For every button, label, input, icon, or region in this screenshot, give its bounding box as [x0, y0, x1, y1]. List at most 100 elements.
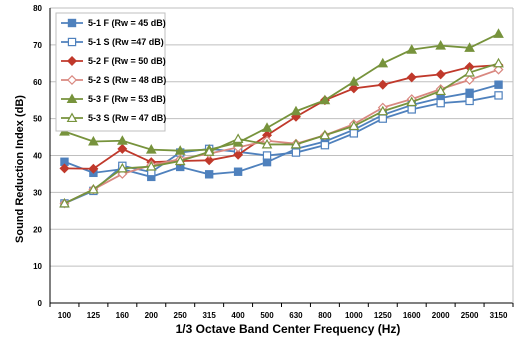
y-tick-label: 50 — [33, 115, 42, 124]
legend-item: 5-2 S (Rw = 48 dB) — [61, 75, 166, 85]
marker-triangle — [493, 28, 504, 38]
legend-item: 5-2 F (Rw = 50 dB) — [61, 56, 166, 66]
marker-diamond — [117, 143, 128, 154]
legend-label: 5-2 F (Rw = 50 dB) — [88, 56, 166, 66]
marker-triangle — [88, 183, 99, 194]
marker-triangle — [493, 57, 504, 68]
series-group — [59, 28, 504, 209]
marker-triangle — [261, 138, 273, 149]
marker-triangle — [319, 94, 331, 105]
marker-diamond — [233, 149, 244, 160]
marker-triangle — [174, 145, 186, 155]
legend-label: 5-3 F (Rw = 53 dB) — [88, 94, 166, 104]
marker-square — [204, 170, 214, 179]
series-line — [64, 62, 499, 205]
x-tick-label: 1000 — [345, 311, 363, 320]
y-tick-label: 70 — [33, 41, 42, 50]
x-axis-title: 1/3 Octave Band Center Frequency (Hz) — [176, 322, 401, 336]
x-tick-label: 3150 — [490, 311, 508, 320]
marker-square — [436, 98, 445, 108]
series-6 — [59, 57, 504, 208]
series-line — [64, 33, 499, 152]
series-line — [64, 83, 499, 178]
legend-label: 5-1 S (Rw =47 dB) — [88, 37, 164, 47]
marker-triangle — [145, 144, 157, 154]
marker-square — [233, 167, 243, 176]
marker-diamond — [59, 163, 70, 174]
y-tick-label: 20 — [33, 225, 42, 234]
marker-square — [67, 37, 77, 47]
marker-triangle — [290, 105, 302, 116]
marker-diamond — [464, 74, 475, 85]
x-tick-label: 2500 — [461, 311, 479, 320]
marker-triangle — [290, 138, 302, 149]
marker-diamond — [67, 75, 77, 85]
legend-box — [55, 12, 166, 132]
marker-triangle — [435, 85, 446, 96]
x-tick-label: 250 — [174, 311, 188, 320]
x-tick-label: 125 — [87, 311, 101, 320]
y-tick-label: 80 — [33, 4, 42, 13]
x-tick-label: 800 — [318, 311, 332, 320]
x-tick-label: 1600 — [403, 311, 421, 320]
marker-square — [465, 88, 474, 98]
marker-triangle — [232, 133, 244, 143]
marker-diamond — [377, 79, 388, 90]
marker-triangle — [59, 197, 70, 208]
legend-item: 5-3 F (Rw = 53 dB) — [61, 93, 166, 104]
marker-triangle — [66, 93, 78, 104]
legend-label: 5-3 S (Rw = 47 dB) — [88, 113, 166, 123]
marker-triangle — [377, 57, 389, 68]
marker-triangle — [406, 44, 418, 54]
marker-diamond — [435, 69, 446, 80]
marker-square — [465, 96, 474, 106]
marker-triangle — [406, 96, 418, 107]
legend-item: 5-1 F (Rw = 45 dB) — [61, 18, 166, 28]
axes — [49, 8, 514, 307]
y-axis-title: Sound Reduction Index (dB) — [14, 95, 26, 243]
marker-triangle — [464, 42, 475, 52]
marker-square — [291, 148, 301, 157]
x-tick-label: 400 — [231, 311, 245, 320]
marker-triangle — [377, 105, 389, 116]
marker-triangle — [348, 120, 360, 131]
marker-square — [494, 91, 503, 100]
y-tick-label: 40 — [33, 152, 42, 161]
legend-label: 5-2 S (Rw = 48 dB) — [88, 75, 166, 85]
marker-triangle — [88, 135, 99, 146]
legend-item: 5-3 S (Rw = 47 dB) — [61, 112, 166, 123]
marker-square — [494, 80, 503, 89]
y-tick-label: 30 — [33, 188, 42, 197]
tick-labels: 0 10 20 30 40 50 60 70 80 100 125 160 200 250 315 400 50… — [33, 4, 508, 320]
marker-square — [262, 151, 272, 160]
marker-triangle — [117, 162, 128, 173]
marker-triangle — [435, 40, 446, 50]
marker-triangle — [203, 146, 215, 156]
marker-triangle — [348, 76, 360, 86]
x-tick-label: 2000 — [432, 311, 450, 320]
marker-diamond — [493, 64, 504, 75]
marker-square — [349, 129, 359, 138]
x-tick-label: 1250 — [374, 311, 392, 320]
marker-triangle — [145, 161, 157, 171]
x-tick-label: 200 — [145, 311, 159, 320]
marker-triangle — [261, 122, 273, 132]
marker-diamond — [348, 83, 359, 94]
x-tick-label: 500 — [260, 311, 274, 320]
marker-triangle — [174, 155, 186, 166]
marker-diamond — [204, 155, 215, 166]
y-tick-label: 10 — [33, 262, 42, 271]
marker-diamond — [117, 168, 128, 179]
y-tick-label: 60 — [33, 78, 42, 87]
marker-diamond — [88, 163, 99, 174]
marker-square — [67, 18, 77, 28]
marker-diamond — [406, 72, 417, 83]
x-tick-label: 315 — [202, 311, 216, 320]
legend-label: 5-1 F (Rw = 45 dB) — [88, 18, 166, 28]
marker-square — [407, 105, 416, 114]
series-line — [64, 64, 499, 170]
marker-triangle — [66, 112, 78, 123]
marker-triangle — [464, 66, 475, 77]
marker-triangle — [117, 135, 128, 145]
